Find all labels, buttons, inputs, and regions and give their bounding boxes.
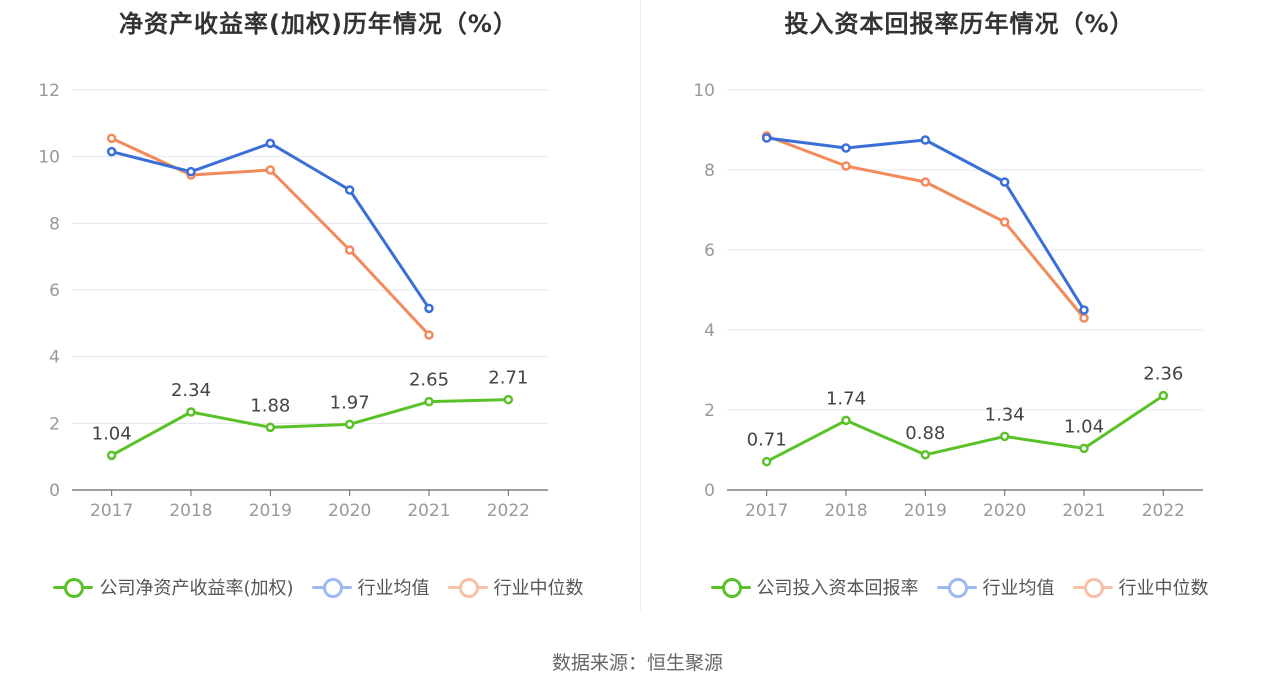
series-line-median [765,134,1086,320]
legend-label-industry-average: 行业均值 [357,578,430,599]
legend-label-industry-median: 行业中位数 [1118,578,1209,599]
x-tick-label: 2017 [745,501,788,521]
legend-item-company-roe[interactable]: 公司净资产收益率(加权) [53,574,294,600]
panel-divider [640,0,641,612]
data-point-median[interactable] [265,165,276,175]
legend-label-company-roe: 公司净资产收益率(加权) [99,578,294,599]
x-tick-label: 2020 [983,501,1026,521]
data-point-median[interactable] [999,217,1010,227]
x-tick-label: 2019 [904,501,947,521]
x-tick-label: 2021 [407,501,450,521]
data-point-median[interactable] [1079,313,1089,323]
data-point-average[interactable] [344,185,355,195]
legend-median-marker-icon [447,577,488,598]
legend-item-industry-average[interactable]: 行业均值 [936,574,1055,600]
data-source-note: 数据来源：恒生聚源 [551,652,723,674]
y-tick-label: 6 [704,241,715,261]
data-point-company[interactable] [920,450,931,460]
data-point-average[interactable] [920,135,931,145]
legend-label-company-roic: 公司投入资本回报率 [756,578,919,599]
x-tick-label: 2019 [249,501,292,521]
x-tick-label: 2020 [328,501,371,521]
legend-average-marker-icon [311,577,352,598]
legend-median-marker-icon [1072,577,1113,598]
roe-chart-panel: 净资产收益率(加权)历年情况（%） 0 2 4 6 8 10 12 2017 2018 2019 2… [0,0,637,620]
y-tick-label: 6 [49,281,60,301]
data-label: 1.34 [985,404,1025,425]
data-point-company[interactable] [424,396,434,407]
data-point-company[interactable] [1079,443,1089,454]
data-label: 1.74 [826,388,866,409]
data-label: 1.88 [250,395,290,416]
y-tick-label: 8 [49,214,60,234]
data-point-company[interactable] [503,394,514,405]
data-point-median[interactable] [841,161,851,171]
x-tick-label: 2018 [169,501,212,521]
data-point-company[interactable] [344,419,355,430]
data-point-company[interactable] [841,415,851,426]
series-line-company [765,394,1165,464]
data-label: 2.36 [1143,364,1183,385]
x-tick-label: 2022 [1142,501,1185,521]
y-tick-label: 8 [704,161,715,181]
y-tick-label: 4 [49,348,60,368]
legend-company-marker-icon [710,577,751,598]
y-tick-label: 2 [704,401,715,421]
roic-chart-plot: 0 2 4 6 8 10 2017 2018 2019 2020 2021 2022 0.71 1.74 0… [693,81,1203,521]
y-tick-label: 12 [38,81,60,101]
data-point-median[interactable] [106,133,117,144]
data-label: 1.97 [330,392,370,413]
data-point-company[interactable] [265,422,276,433]
data-point-median[interactable] [424,330,434,340]
y-tick-label: 4 [704,321,715,341]
legend-item-industry-median[interactable]: 行业中位数 [1072,574,1209,600]
legend-item-industry-median[interactable]: 行业中位数 [447,574,584,600]
data-label: 0.88 [905,423,945,444]
data-point-company[interactable] [999,431,1010,442]
x-tick-label: 2021 [1062,501,1105,521]
y-tick-label: 0 [49,481,60,501]
data-point-average[interactable] [265,138,276,149]
x-tick-label: 2018 [824,501,867,521]
data-point-company[interactable] [106,450,117,461]
data-point-average[interactable] [761,133,772,143]
data-label: 1.04 [92,423,132,444]
data-point-company[interactable] [186,407,196,417]
roe-chart-plot: 0 2 4 6 8 10 12 2017 2018 2019 2020 2021 2022 1.04 2.3… [38,81,548,521]
series-line-average [765,136,1086,312]
data-point-median[interactable] [920,177,931,187]
data-point-average[interactable] [424,303,434,314]
data-point-average[interactable] [1079,305,1089,315]
x-tick-label: 2017 [90,501,133,521]
roic-chart-panel: 投入资本回报率历年情况（%） 0 2 4 6 8 10 2017 2018 2019 2020 20… [641,0,1275,620]
data-point-company[interactable] [1158,390,1169,401]
data-point-average[interactable] [186,166,196,177]
data-label: 2.65 [409,370,449,391]
y-tick-label: 0 [704,481,715,501]
roe-chart-title: 净资产收益率(加权)历年情况（%） [119,10,518,38]
data-point-average[interactable] [999,177,1010,187]
legend-label-industry-median: 行业中位数 [493,578,584,599]
data-point-average[interactable] [841,143,851,153]
data-point-average[interactable] [106,146,117,157]
y-tick-label: 2 [49,414,60,434]
data-point-company[interactable] [761,456,772,467]
x-tick-label: 2022 [487,501,530,521]
data-label: 2.34 [171,380,211,401]
legend-label-industry-average: 行业均值 [982,578,1055,599]
data-label: 0.71 [747,430,787,451]
y-tick-label: 10 [693,81,715,101]
legend-average-marker-icon [936,577,977,598]
data-label: 1.04 [1064,416,1104,437]
legend-item-industry-average[interactable]: 行业均值 [311,574,430,600]
data-label: 2.71 [488,368,528,389]
legend-company-marker-icon [53,577,94,598]
y-tick-label: 10 [38,148,60,168]
roic-chart-legend: 公司投入资本回报率 行业均值 行业中位数 [641,574,1275,600]
legend-item-company-roic[interactable]: 公司投入资本回报率 [710,574,919,600]
series-line-company [110,398,510,457]
roic-chart-title: 投入资本回报率历年情况（%） [784,10,1135,38]
data-point-median[interactable] [344,245,355,255]
roe-chart-legend: 公司净资产收益率(加权) 行业均值 行业中位数 [0,574,637,600]
